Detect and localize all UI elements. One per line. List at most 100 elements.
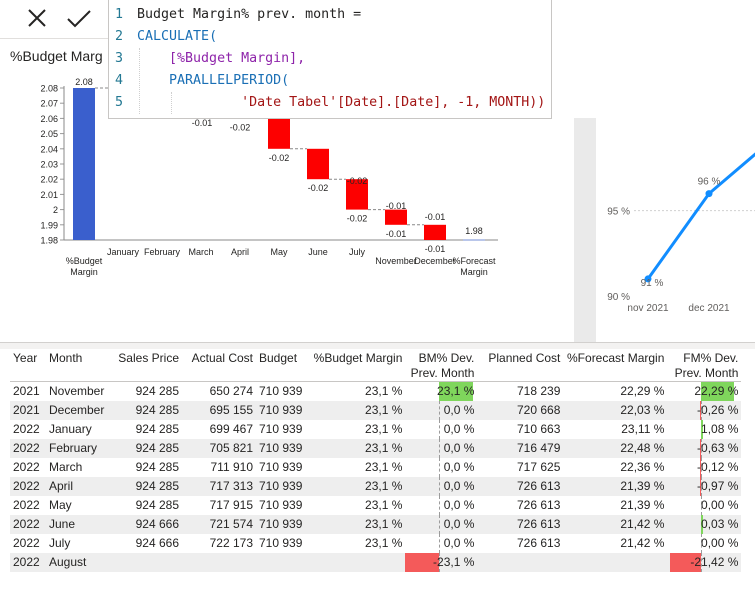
data-label: -0.02 [230,122,251,132]
table-row[interactable]: 2021 December 924 285 695 155 710 939 23,1 % 0… [10,401,742,420]
table-cell: 924 666 [114,515,182,534]
table-cell: May [46,496,114,515]
line-number: 4 [114,73,123,88]
close-icon[interactable] [22,5,52,33]
table-cell: 710 663 [477,420,564,439]
data-label: 91 % [641,278,664,289]
data-bar [699,401,702,420]
column-header[interactable]: %Forecast Margin [563,344,667,382]
formula-commit-area [0,0,108,39]
table-row[interactable]: 2022 January 924 285 699 467 710 939 23,1 % 0,… [10,420,742,439]
cell-value: 0,0 % [443,479,475,493]
data-label: -0.02 [347,176,368,186]
table-cell: 710 939 [256,401,306,420]
table-cell: 2022 [10,439,46,458]
table-row[interactable]: 2021 November 924 285 650 274 710 939 23,1 % 2… [10,381,742,401]
data-table: Year Month Sales Price Actual Cost Budget %Bu… [10,344,742,572]
checkmark-icon[interactable] [64,5,94,33]
table-row[interactable]: 2022 March 924 285 711 910 710 939 23,1 % 0,0 … [10,458,742,477]
column-header-label: Month [49,351,83,365]
x-tick-label: March [188,247,213,257]
column-header[interactable]: Month [46,344,114,382]
table-cell: 650 274 [182,381,256,401]
x-tick-label: May [270,247,288,257]
fm-dev-cell: -21,42 % [667,553,742,572]
column-header-label: Budget [259,351,298,365]
waterfall-bar-june [307,148,329,180]
column-header[interactable]: Year [10,344,46,382]
column-header[interactable]: FM% Dev. Prev. Month [667,344,741,382]
table-cell: 710 939 [256,439,306,458]
table-cell: 23,11 % [563,420,668,439]
bm-dev-cell: 0,0 % [405,401,478,420]
x-tick-label: June [308,247,328,257]
parallelperiod-function: PARALLELPERIOD( [169,73,290,88]
table-cell: 699 467 [182,420,256,439]
column-header-label: Prev. Month [674,366,739,380]
fm-dev-cell: -0,12 % [667,458,742,477]
table-cell: 924 285 [114,458,182,477]
table-row[interactable]: 2022 June 924 666 721 574 710 939 23,1 % 0,0 %… [10,515,742,534]
table-row[interactable]: 2022 April 924 285 717 313 710 939 23,1 % 0,0 … [10,477,742,496]
table-cell: 924 666 [114,534,182,553]
table-cell: 705 821 [182,439,256,458]
table-cell: 23,1 % [305,515,406,534]
dax-formula-editor[interactable]: 1 Budget Margin% prev. month = 2 CALCULA… [108,0,552,119]
cell-value: -0,26 % [697,403,739,417]
table-cell: 22,29 % [563,381,668,401]
table-cell: 717 313 [182,477,256,496]
waterfall-bar-july [346,179,368,210]
line-chart-visual[interactable]: 95 % 90 % 91 % nov 2021 96 % dec 2021 [596,118,755,342]
bm-dev-cell: 0,0 % [405,439,478,458]
table-cell: 21,39 % [563,496,668,515]
x-tick-label: nov 2021 [627,303,669,314]
bm-dev-cell: 0,0 % [405,496,478,515]
fm-dev-cell: -0,63 % [667,439,742,458]
matrix-table-visual[interactable]: Year Month Sales Price Actual Cost Budget %Bu… [0,342,755,589]
table-cell: 2022 [10,534,46,553]
table-cell: 924 285 [114,496,182,515]
table-cell: December [46,401,114,420]
table-row[interactable]: 2022 February 924 285 705 821 710 939 23,1 % 0… [10,439,742,458]
bm-dev-cell: -23,1 % [405,553,478,572]
column-header[interactable]: Planned Cost [477,344,563,382]
table-row[interactable]: 2022 August -23,1 % -21,42 % [10,553,742,572]
column-header[interactable]: BM% Dev. Prev. Month [405,344,477,382]
code-line-3: 3 [%Budget Margin], [109,48,305,70]
data-bar [699,439,702,458]
data-label: -0.02 [269,153,290,163]
formula-bar: 1 Budget Margin% prev. month = 2 CALCULA… [0,0,552,119]
table-cell [256,553,306,572]
column-header[interactable]: %Budget Margin [305,344,405,382]
x-tick-label: December [414,256,456,266]
waterfall-bar-start [73,88,95,240]
table-cell: 710 939 [256,420,306,439]
data-label: -0.01 [425,244,446,254]
table-cell: 2021 [10,401,46,420]
table-cell: 924 285 [114,420,182,439]
table-row[interactable]: 2022 May 924 285 717 915 710 939 23,1 % 0,0 % 7… [10,496,742,515]
table-cell: 710 939 [256,381,306,401]
line-number: 3 [114,51,123,66]
table-cell: 23,1 % [305,534,406,553]
bm-dev-cell: 0,0 % [405,477,478,496]
x-tick-label: %Budget [66,256,103,266]
table-cell: March [46,458,114,477]
table-cell: 2022 [10,477,46,496]
data-bar-axis [439,515,441,534]
table-cell: 2021 [10,381,46,401]
x-tick-label: November [375,256,417,266]
column-header[interactable]: Sales Price [114,344,182,382]
column-header[interactable]: Actual Cost [182,344,256,382]
table-row[interactable]: 2022 July 924 666 722 173 710 939 23,1 % 0,0 %… [10,534,742,553]
table-cell: July [46,534,114,553]
table-cell: 22,36 % [563,458,668,477]
cell-value: -23,1 % [433,555,475,569]
table-cell: 22,48 % [563,439,668,458]
fm-dev-cell: -0,26 % [667,401,742,420]
x-tick-label: January [107,247,140,257]
column-header[interactable]: Budget [256,344,305,382]
table-cell: 924 285 [114,381,182,401]
waterfall-bar-november [385,209,407,225]
data-bar-axis [439,401,441,420]
